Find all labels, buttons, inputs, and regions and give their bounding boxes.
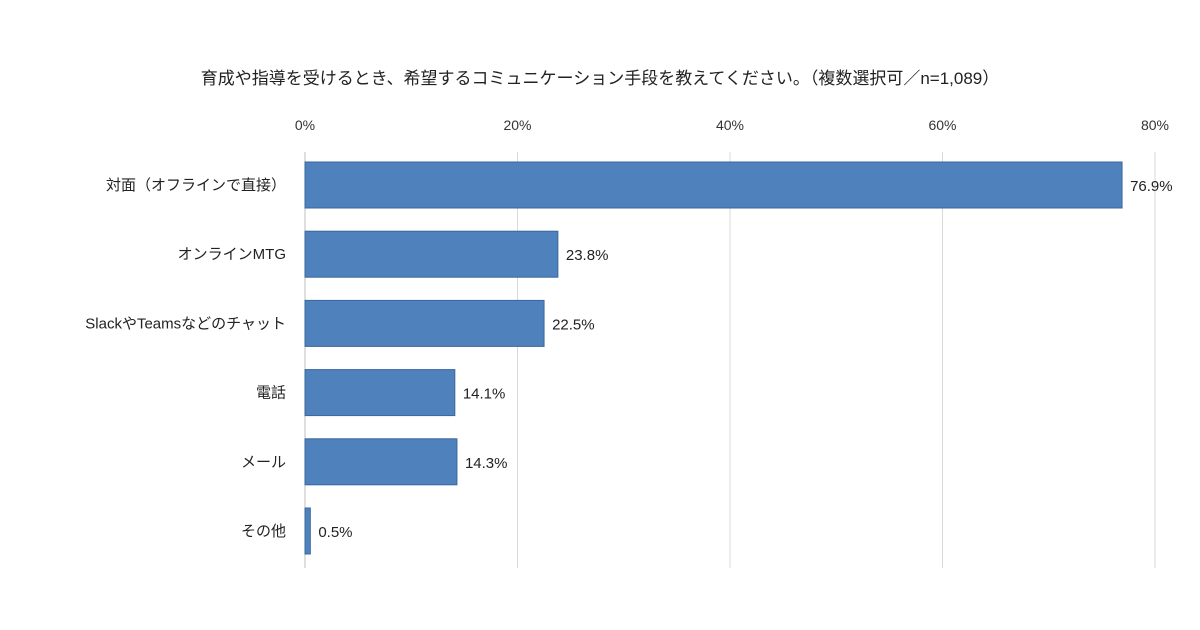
category-label: オンラインMTG bbox=[178, 246, 286, 263]
x-tick-label: 0% bbox=[295, 117, 315, 133]
bar bbox=[305, 439, 457, 485]
data-label: 0.5% bbox=[318, 524, 352, 541]
bar bbox=[305, 508, 310, 554]
category-label: 電話 bbox=[256, 385, 286, 402]
data-label: 76.9% bbox=[1130, 178, 1173, 195]
bar bbox=[305, 300, 544, 346]
x-tick-label: 80% bbox=[1141, 117, 1169, 133]
data-label: 14.3% bbox=[465, 455, 508, 472]
bar bbox=[305, 231, 558, 277]
bar bbox=[305, 162, 1122, 208]
data-label: 23.8% bbox=[566, 247, 609, 264]
data-label: 14.1% bbox=[463, 386, 506, 403]
bar bbox=[305, 370, 455, 416]
data-label: 22.5% bbox=[552, 316, 595, 333]
category-label: その他 bbox=[241, 523, 286, 540]
x-tick-label: 60% bbox=[928, 117, 956, 133]
category-label: SlackやTeamsなどのチャット bbox=[85, 315, 286, 332]
x-tick-label: 20% bbox=[503, 117, 531, 133]
x-tick-label: 40% bbox=[716, 117, 744, 133]
category-label: メール bbox=[241, 454, 286, 471]
category-label: 対面（オフラインで直接） bbox=[106, 177, 286, 194]
